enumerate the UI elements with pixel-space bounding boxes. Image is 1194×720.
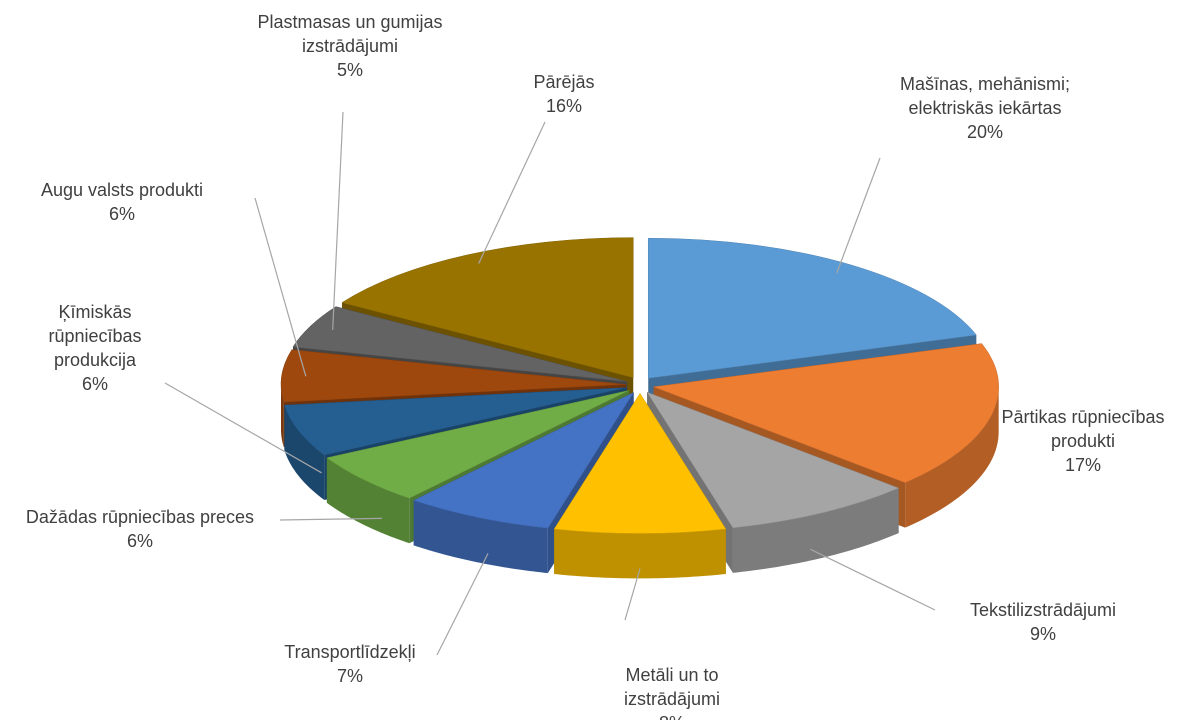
value-label: 6% (81, 374, 108, 394)
data-label: Plastmasas un gumijas izstrādājumi 5% (230, 10, 470, 82)
leader-line (332, 111, 344, 330)
value-label: 6% (108, 204, 135, 224)
value-label: 9% (1029, 624, 1056, 644)
category-label: Transportlīdzekļi (284, 642, 416, 662)
leader-line (254, 197, 307, 377)
value-label: 7% (336, 666, 363, 686)
category-label: Pārtikas rūpniecības produkti (1001, 407, 1165, 451)
data-label: Transportlīdzekļi 7% (235, 640, 465, 688)
data-label: Pārējās 16% (514, 70, 614, 118)
data-label: Mašīnas, mehānismi; elektriskās iekārtas… (885, 72, 1085, 144)
category-label: Pārējās (533, 72, 595, 92)
data-label: Ķīmiskās rūpniecības produkcija 6% (20, 300, 170, 396)
slice (413, 391, 635, 529)
leader-line (279, 517, 383, 521)
slice (553, 392, 727, 534)
data-label: Metāli un to izstrādājumi 8% (582, 663, 762, 720)
leader-line (624, 568, 641, 621)
leader-line (810, 548, 936, 611)
slice (341, 237, 634, 378)
slice (284, 387, 627, 456)
leader-line (478, 121, 546, 264)
value-label: 6% (126, 531, 153, 551)
category-label: Mašīnas, mehānismi; elektriskās iekārtas (899, 74, 1071, 118)
category-label: Tekstilizstrādājumi (969, 600, 1117, 620)
slice (326, 390, 630, 499)
category-label: Metāli un to izstrādājumi (623, 665, 721, 709)
slice-wall (284, 405, 325, 501)
data-label: Augu valsts produkti 6% (2, 178, 242, 226)
slice (653, 343, 999, 483)
category-label: Dažādas rūpniecības preces (25, 507, 255, 527)
value-label: 17% (1064, 455, 1102, 475)
leader-line (836, 157, 881, 274)
slice (292, 306, 628, 382)
slice-wall (554, 529, 726, 579)
data-label: Dažādas rūpniecības preces 6% (20, 505, 260, 553)
category-label: Augu valsts produkti (40, 180, 204, 200)
slice-wall (732, 488, 899, 573)
value-label: 16% (545, 96, 583, 116)
slice-wall (326, 457, 410, 544)
data-label: Tekstilizstrādājumi 9% (933, 598, 1153, 646)
slice (280, 349, 627, 403)
value-label: 8% (582, 711, 762, 720)
category-label: Plastmasas un gumijas izstrādājumi (257, 12, 443, 56)
value-label: 5% (336, 60, 363, 80)
value-label: 20% (966, 122, 1004, 142)
category-label: Ķīmiskās rūpniecības produkcija (48, 302, 142, 370)
slice (647, 237, 977, 379)
slice-wall (413, 500, 548, 574)
leader-line (164, 382, 322, 474)
data-label: Pārtikas rūpniecības produkti 17% (968, 405, 1194, 477)
leader-line (436, 553, 489, 656)
slice (646, 391, 900, 529)
